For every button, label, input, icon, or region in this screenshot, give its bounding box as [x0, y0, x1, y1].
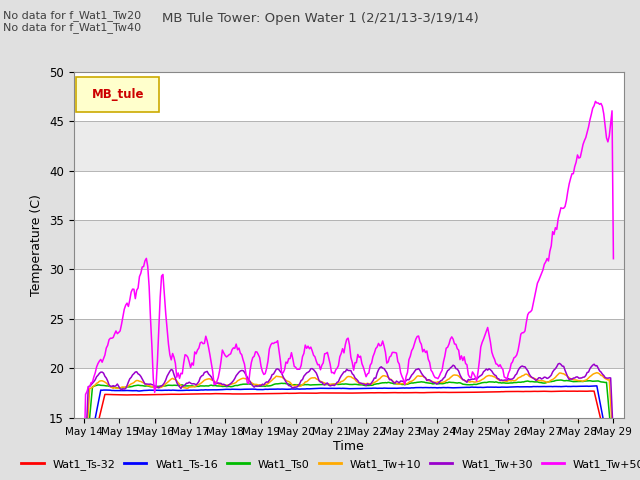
Bar	[74, 269, 624, 319]
Bar	[74, 220, 624, 269]
Bar	[74, 171, 624, 220]
Text: No data for f_Wat1_Tw20: No data for f_Wat1_Tw20	[3, 10, 141, 21]
Text: MB_tule: MB_tule	[92, 88, 144, 101]
Text: No data for f_Wat1_Tw40: No data for f_Wat1_Tw40	[3, 22, 141, 33]
Legend: Wat1_Ts-32, Wat1_Ts-16, Wat1_Ts0, Wat1_Tw+10, Wat1_Tw+30, Wat1_Tw+50: Wat1_Ts-32, Wat1_Ts-16, Wat1_Ts0, Wat1_T…	[17, 455, 640, 474]
Bar	[74, 319, 624, 368]
X-axis label: Time: Time	[333, 440, 364, 453]
Y-axis label: Temperature (C): Temperature (C)	[31, 194, 44, 296]
FancyBboxPatch shape	[76, 77, 159, 112]
Bar	[74, 121, 624, 171]
Bar	[74, 368, 624, 418]
Bar	[74, 72, 624, 121]
Text: MB Tule Tower: Open Water 1 (2/21/13-3/19/14): MB Tule Tower: Open Water 1 (2/21/13-3/1…	[162, 12, 478, 25]
